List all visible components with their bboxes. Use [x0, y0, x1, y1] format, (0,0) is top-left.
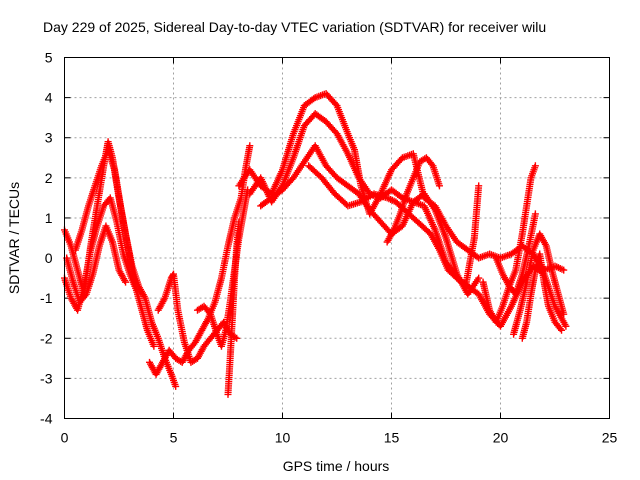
y-tick-label: 3 — [45, 130, 53, 146]
y-tick-label: 0 — [45, 250, 53, 266]
chart-title: Day 229 of 2025, Sidereal Day-to-day VTE… — [43, 19, 546, 35]
point-marker — [235, 218, 243, 226]
point-marker — [233, 334, 241, 342]
x-tick-label: 5 — [170, 430, 178, 446]
x-tick-label: 20 — [493, 430, 509, 446]
series-track-k — [257, 142, 483, 298]
point-marker — [558, 326, 566, 334]
series-track-c — [63, 222, 130, 306]
series-track-f — [154, 270, 241, 366]
y-tick-label: 1 — [45, 210, 53, 226]
series-track-q — [492, 210, 539, 298]
series-track-m — [383, 154, 443, 246]
x-tick-label: 15 — [384, 430, 400, 446]
series-track-o — [510, 230, 568, 338]
x-tick-label: 0 — [61, 430, 69, 446]
point-marker — [246, 142, 254, 150]
y-tick-label: -4 — [40, 411, 53, 427]
y-tick-label: 4 — [45, 90, 53, 106]
point-marker — [475, 182, 483, 190]
data-points — [61, 90, 570, 398]
point-marker — [205, 309, 213, 317]
x-tick-label: 10 — [275, 430, 291, 446]
point-marker — [531, 162, 539, 170]
plot-frame — [64, 57, 610, 419]
point-marker — [172, 382, 180, 390]
point-marker — [332, 100, 340, 108]
point-marker — [435, 182, 443, 190]
y-tick-label: -1 — [40, 290, 53, 306]
y-tick-label: 5 — [45, 50, 53, 66]
point-marker — [150, 342, 158, 350]
series-track-d — [71, 146, 158, 350]
point-marker — [560, 266, 568, 274]
point-marker — [560, 310, 568, 318]
point-marker — [81, 292, 89, 300]
series-track-h — [224, 218, 243, 398]
x-tick-label: 25 — [602, 430, 618, 446]
y-tick-label: -3 — [40, 370, 53, 386]
point-marker — [562, 322, 570, 330]
y-tick-labels: -4 -3 -2 -1 0 1 2 3 4 5 — [40, 50, 53, 427]
point-marker — [428, 160, 436, 168]
point-marker — [475, 274, 483, 282]
y-axis-label: SDTVAR / TECUs — [6, 182, 22, 294]
x-tick-labels: 0 5 10 15 20 25 — [61, 430, 618, 446]
x-axis-label: GPS time / hours — [283, 458, 390, 474]
series-track-p — [518, 250, 566, 342]
point-marker — [122, 278, 130, 286]
point-marker — [556, 325, 564, 333]
y-tick-label: -2 — [40, 330, 53, 346]
y-tick-label: 2 — [45, 170, 53, 186]
point-marker — [531, 210, 539, 218]
series-track-n — [479, 162, 539, 326]
